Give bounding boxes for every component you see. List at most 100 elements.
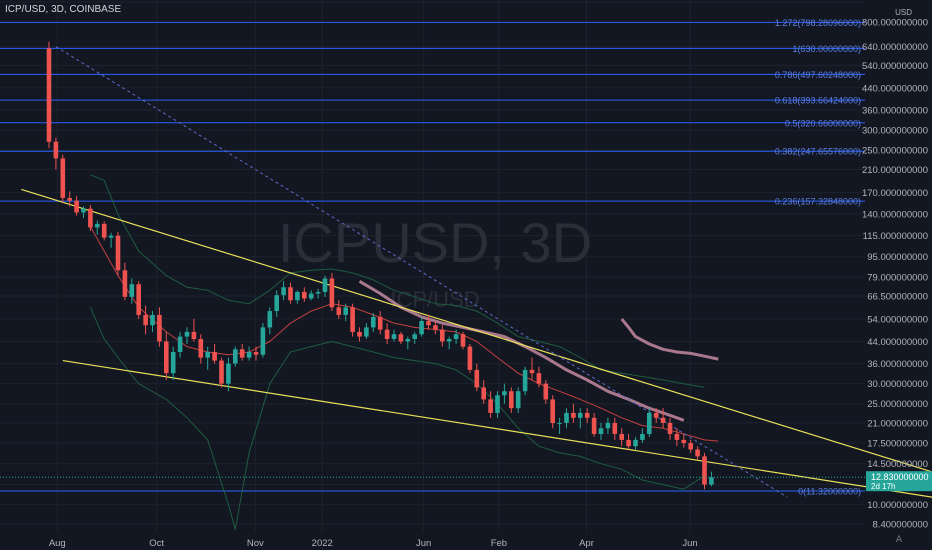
- candle-body: [543, 383, 549, 400]
- ma-long-line: [620, 317, 719, 361]
- candle-body: [302, 291, 307, 299]
- candle: [295, 290, 300, 304]
- candle-body: [695, 449, 700, 457]
- ma-fast-line: [89, 226, 719, 442]
- candle-body: [660, 417, 666, 423]
- ma-slow-line: [358, 280, 685, 422]
- candle-body: [647, 412, 652, 434]
- candle: [219, 357, 224, 388]
- y-axis-tick-label: 170.000000000: [862, 188, 928, 199]
- candle-body: [591, 417, 597, 434]
- candle: [702, 452, 707, 490]
- candle-body: [288, 287, 293, 301]
- candlestick-series[interactable]: [46, 41, 714, 490]
- candle: [564, 408, 569, 429]
- candle: [550, 395, 555, 429]
- candle: [260, 323, 266, 358]
- candle-body: [253, 351, 259, 355]
- trendline-upper: [21, 188, 932, 473]
- candle: [377, 311, 383, 335]
- candle: [288, 282, 293, 304]
- candle-body: [108, 235, 114, 238]
- candle: [488, 391, 493, 418]
- candle-body: [377, 316, 383, 330]
- candle-body: [571, 412, 576, 418]
- bar-countdown-label: 2d 17h: [871, 482, 895, 491]
- candle-body: [460, 334, 466, 347]
- x-axis-tick-label: Oct: [149, 538, 164, 549]
- candle: [108, 232, 114, 248]
- candle-body: [612, 422, 618, 434]
- candle-body: [453, 334, 459, 340]
- candle: [626, 433, 631, 450]
- symbol-title[interactable]: ICP/USD, 3D, COINBASE: [5, 4, 122, 15]
- candle-body: [136, 284, 141, 315]
- bollinger-lower-line: [89, 307, 705, 530]
- fib-level-label: 0.618(393.66424000): [775, 96, 861, 106]
- y-axis-tick-label: 210.000000000: [862, 165, 928, 176]
- candle: [384, 323, 390, 345]
- candle-body: [440, 329, 445, 342]
- candle-body: [640, 433, 645, 440]
- candle: [509, 387, 514, 413]
- candle-body: [233, 349, 238, 364]
- candle-body: [495, 395, 500, 413]
- candle: [212, 344, 217, 364]
- candle-body: [605, 422, 611, 429]
- candle: [591, 412, 597, 437]
- axes[interactable]: 800.000000000 640.000000000 540.000000000 4…: [49, 8, 928, 549]
- candle-body: [157, 314, 162, 342]
- candle-body: [633, 439, 638, 447]
- candle-body: [53, 141, 59, 159]
- candle: [170, 346, 176, 381]
- candle: [633, 436, 638, 450]
- fib-level-label: 0.382(247.65576000): [775, 147, 861, 157]
- candle-body: [515, 391, 521, 409]
- candle-body: [702, 456, 707, 485]
- candle: [308, 290, 314, 301]
- candle-body: [584, 412, 590, 418]
- candle-body: [212, 351, 217, 361]
- y-axis-tick-label: 95.000000000: [867, 252, 928, 263]
- candle: [150, 311, 155, 332]
- x-axis-tick-label: Aug: [49, 538, 66, 549]
- candle-body: [474, 369, 480, 388]
- moving-averages: [89, 226, 719, 442]
- candle-body: [177, 336, 183, 352]
- trendline-lower: [62, 359, 932, 498]
- candle-body: [509, 391, 514, 409]
- candle-body: [205, 351, 210, 358]
- y-axis-tick-label: 8.400000000: [873, 519, 928, 530]
- y-axis-tick-label: 540.000000000: [862, 61, 928, 72]
- tradingview-logo-icon[interactable]: A: [895, 535, 903, 545]
- candle: [440, 325, 445, 347]
- candle-body: [688, 443, 693, 450]
- candle-body: [88, 208, 93, 228]
- candle-body: [350, 307, 355, 332]
- candle-body: [60, 158, 66, 198]
- candle: [184, 327, 190, 345]
- candle: [246, 346, 252, 361]
- candle-body: [384, 329, 390, 340]
- fib-level-label: 1.272(798.28096000): [775, 18, 861, 28]
- candle: [598, 422, 604, 440]
- candle: [115, 231, 121, 276]
- candle: [578, 408, 583, 429]
- fibonacci-retracement[interactable]: 1.272(798.28096000) 1(630.00000000) 0.786(…: [0, 18, 865, 497]
- x-axis-tick-label: Jun: [682, 538, 697, 549]
- candle: [53, 137, 59, 170]
- x-axis-tick-label: Jun: [416, 538, 431, 549]
- candle: [253, 346, 259, 361]
- candle: [239, 344, 245, 361]
- fib-level-label: 0.5(320.66000000): [785, 118, 861, 128]
- candle-body: [246, 351, 252, 358]
- candle-body: [709, 477, 714, 485]
- y-axis-tick-label: 25.000000000: [867, 399, 928, 410]
- x-axis-tick-label: Apr: [579, 538, 594, 549]
- candle: [67, 191, 72, 207]
- y-axis-unit: USD: [895, 8, 912, 17]
- current-price-box: [866, 471, 932, 492]
- candle: [667, 417, 673, 440]
